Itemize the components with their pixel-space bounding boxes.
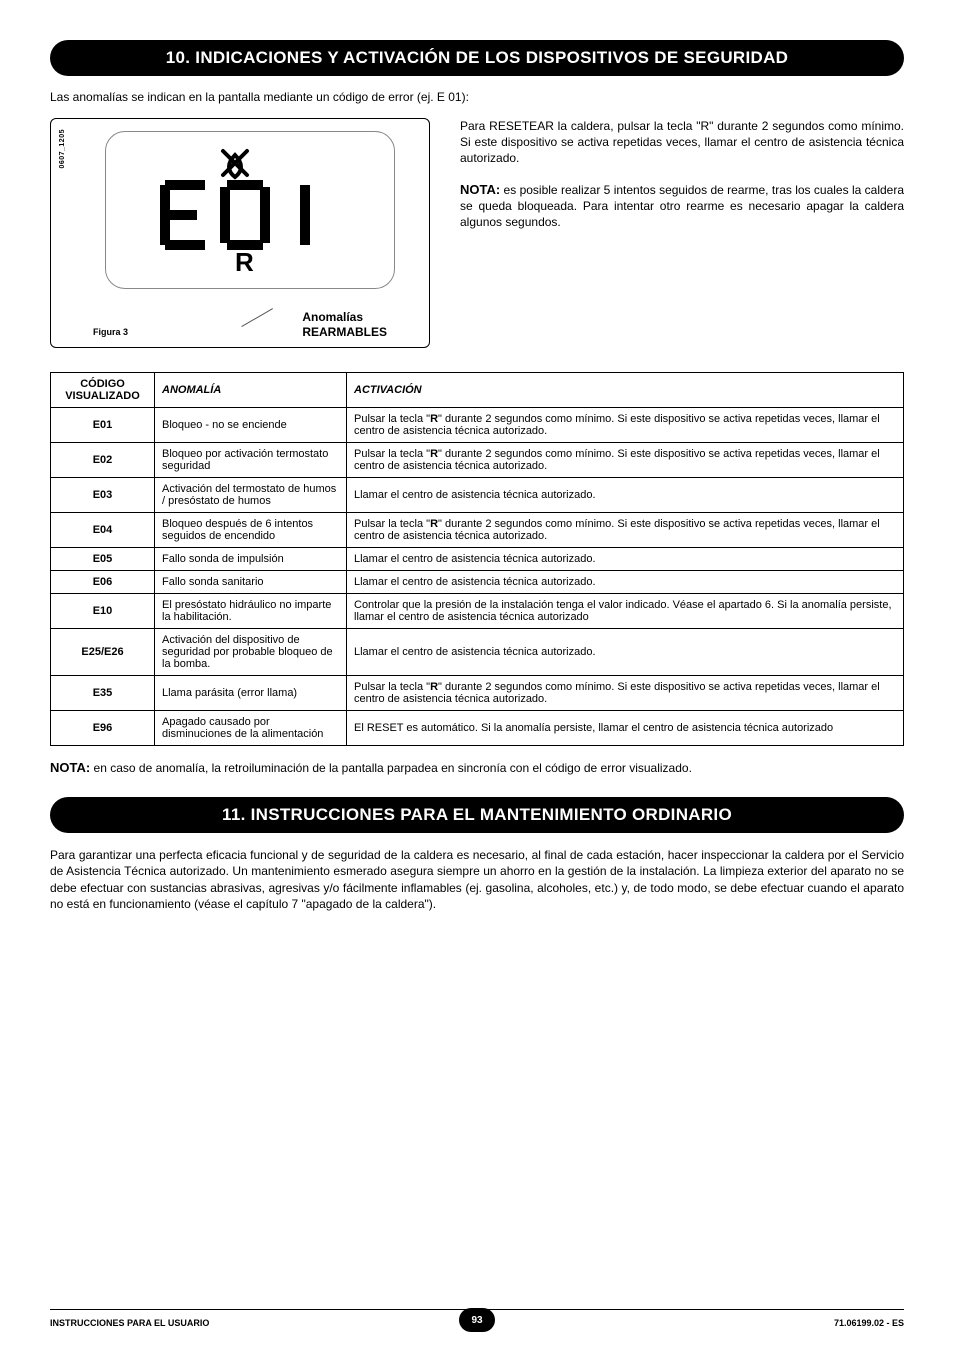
cell-code: E02	[51, 443, 155, 478]
figure-3-box: 0607_1205	[50, 118, 430, 348]
display-panel: R	[105, 131, 395, 289]
cell-act: Pulsar la tecla "R" durante 2 segundos c…	[347, 408, 904, 443]
cell-anom: El presóstato hidráulico no imparte la h…	[155, 594, 347, 629]
cell-act: Llamar el centro de asistencia técnica a…	[347, 571, 904, 594]
nota-label: NOTA:	[460, 182, 500, 197]
th-codigo: CÓDIGO VISUALIZADO	[51, 373, 155, 408]
table-row: E35Llama parásita (error llama)Pulsar la…	[51, 676, 904, 711]
table-row: E01Bloqueo - no se enciendePulsar la tec…	[51, 408, 904, 443]
cell-act: Llamar el centro de asistencia técnica a…	[347, 548, 904, 571]
th-anomalia: ANOMALÍA	[155, 373, 347, 408]
nota-paragraph: NOTA: es posible realizar 5 intentos seg…	[460, 181, 904, 231]
display-svg: R	[135, 145, 365, 275]
table-row: E06Fallo sonda sanitarioLlamar el centro…	[51, 571, 904, 594]
cell-act: Pulsar la tecla "R" durante 2 segundos c…	[347, 676, 904, 711]
th-codigo-l2: VISUALIZADO	[65, 390, 140, 402]
table-row: E04Bloqueo después de 6 intentos seguido…	[51, 513, 904, 548]
nota-bottom: NOTA: en caso de anomalía, la retroilumi…	[50, 760, 904, 775]
cell-code: E03	[51, 478, 155, 513]
section10-intro: Las anomalías se indican en la pantalla …	[50, 90, 904, 104]
svg-text:R: R	[235, 247, 254, 275]
table-row: E05Fallo sonda de impulsiónLlamar el cen…	[51, 548, 904, 571]
cell-anom: Activación del termostato de humos / pre…	[155, 478, 347, 513]
cell-code: E10	[51, 594, 155, 629]
cell-act: El RESET es automático. Si la anomalía p…	[347, 711, 904, 746]
cell-anom: Apagado causado por disminuciones de la …	[155, 711, 347, 746]
cell-code: E96	[51, 711, 155, 746]
cell-anom: Bloqueo - no se enciende	[155, 408, 347, 443]
nota-bottom-body: en caso de anomalía, la retroiluminación…	[90, 761, 692, 775]
section11-body: Para garantizar una perfecta eficacia fu…	[50, 847, 904, 912]
cell-act: Llamar el centro de asistencia técnica a…	[347, 478, 904, 513]
cell-act: Controlar que la presión de la instalaci…	[347, 594, 904, 629]
cell-code: E04	[51, 513, 155, 548]
anomalias-label: Anomalías REARMABLES	[302, 310, 387, 339]
cell-anom: Activación del dispositivo de seguridad …	[155, 629, 347, 676]
th-activacion: ACTIVACIÓN	[347, 373, 904, 408]
anomalias-line2: REARMABLES	[302, 325, 387, 339]
cell-act: Llamar el centro de asistencia técnica a…	[347, 629, 904, 676]
table-row: E96Apagado causado por disminuciones de …	[51, 711, 904, 746]
reset-paragraph: Para RESETEAR la caldera, pulsar la tecl…	[460, 118, 904, 167]
page-number-badge: 93	[459, 1308, 495, 1332]
section10-right-column: Para RESETEAR la caldera, pulsar la tecl…	[460, 118, 904, 348]
table-row: E10El presóstato hidráulico no imparte l…	[51, 594, 904, 629]
table-row: E02Bloqueo por activación termostato seg…	[51, 443, 904, 478]
nota-bottom-label: NOTA:	[50, 760, 90, 775]
cell-anom: Llama parásita (error llama)	[155, 676, 347, 711]
nota-body: es posible realizar 5 intentos seguidos …	[460, 183, 904, 230]
table-row: E03Activación del termostato de humos / …	[51, 478, 904, 513]
footer-right: 71.06199.02 - ES	[834, 1318, 904, 1328]
cell-code: E01	[51, 408, 155, 443]
cell-code: E05	[51, 548, 155, 571]
section10-header: 10. INDICACIONES Y ACTIVACIÓN DE LOS DIS…	[50, 40, 904, 76]
cell-anom: Bloqueo después de 6 intentos seguidos d…	[155, 513, 347, 548]
footer-left: INSTRUCCIONES PARA EL USUARIO	[50, 1318, 209, 1328]
error-codes-table: CÓDIGO VISUALIZADO ANOMALÍA ACTIVACIÓN E…	[50, 372, 904, 746]
cell-act: Pulsar la tecla "R" durante 2 segundos c…	[347, 443, 904, 478]
cell-code: E25/E26	[51, 629, 155, 676]
cell-anom: Bloqueo por activación termostato seguri…	[155, 443, 347, 478]
page-footer: 93 INSTRUCCIONES PARA EL USUARIO 71.0619…	[50, 1309, 904, 1328]
th-codigo-l1: CÓDIGO	[80, 378, 125, 390]
section10-top-row: 0607_1205	[50, 118, 904, 348]
section11-header: 11. INSTRUCCIONES PARA EL MANTENIMIENTO …	[50, 797, 904, 833]
cell-code: E06	[51, 571, 155, 594]
leader-line	[241, 308, 273, 327]
table-head-row: CÓDIGO VISUALIZADO ANOMALÍA ACTIVACIÓN	[51, 373, 904, 408]
cell-anom: Fallo sonda de impulsión	[155, 548, 347, 571]
cell-anom: Fallo sonda sanitario	[155, 571, 347, 594]
figure-side-code: 0607_1205	[59, 129, 66, 169]
cell-act: Pulsar la tecla "R" durante 2 segundos c…	[347, 513, 904, 548]
cell-code: E35	[51, 676, 155, 711]
table-row: E25/E26Activación del dispositivo de seg…	[51, 629, 904, 676]
anomalias-line1: Anomalías	[302, 310, 387, 324]
